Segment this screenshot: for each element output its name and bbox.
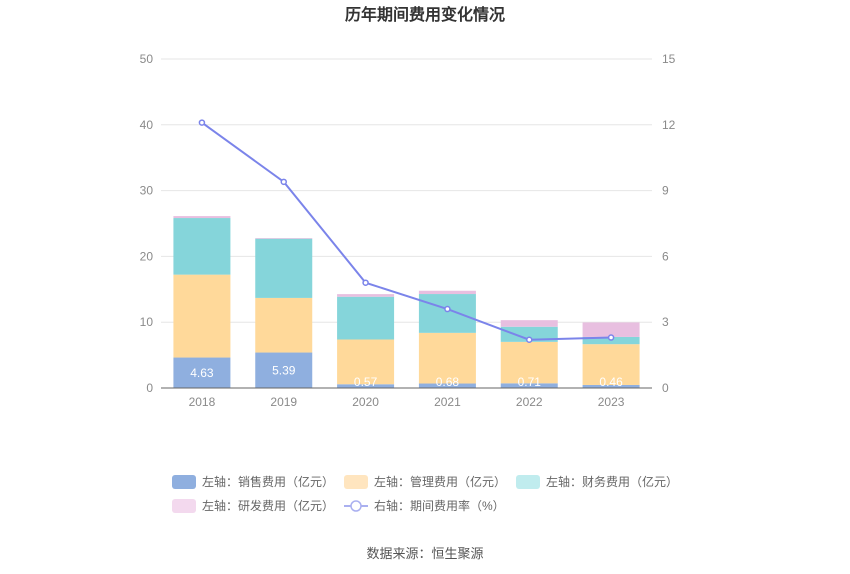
bar-segment [500, 326, 558, 342]
source-note: 数据来源：恒生聚源 [366, 546, 483, 561]
bar-segment [337, 384, 395, 388]
right-axis-tick-label: 0 [662, 381, 669, 395]
legend-swatch [172, 499, 196, 513]
left-axis-tick-label: 0 [146, 381, 153, 395]
bar-segment [582, 384, 640, 388]
expense-ratio-point [444, 305, 451, 313]
expense-ratio-line [201, 121, 612, 341]
left-axis-tick-label: 10 [140, 315, 154, 329]
bar-segment [255, 297, 313, 353]
legend-label: 左轴：销售费用（亿元） [202, 474, 334, 489]
x-axis-tick-label: 2021 [434, 395, 461, 409]
x-axis-tick-label: 2018 [189, 395, 216, 409]
bars [173, 216, 640, 388]
expense-ratio-point [607, 334, 615, 341]
bar-segment [500, 383, 558, 388]
legend-label: 左轴：管理费用（亿元） [374, 474, 506, 489]
legend-marker [350, 500, 362, 512]
legend-item[interactable]: 右轴：期间费用率（%） [344, 498, 505, 513]
expense-ratio-point [526, 336, 533, 343]
gridlines [161, 58, 652, 323]
bar-segment [418, 290, 476, 295]
bar-segment [337, 296, 395, 340]
left-axis-tick-label: 30 [140, 184, 154, 198]
right-axis-tick-label: 9 [662, 184, 669, 198]
bar-segment [255, 238, 313, 298]
x-axis-tick-label: 2020 [352, 395, 379, 409]
bar-segment [418, 332, 476, 384]
x-axis-tick-label: 2023 [598, 395, 625, 409]
x-axis-tick-label: 2019 [270, 395, 297, 409]
bar-segment [255, 238, 313, 239]
sales-data-label: 5.39 [272, 363, 296, 377]
ratio-line-layer [198, 119, 615, 343]
left-axis-tick-label: 50 [140, 52, 154, 66]
bar-segment [173, 216, 231, 219]
legend[interactable]: 左轴：销售费用（亿元） 左轴：管理费用（亿元） 左轴：财务费用（亿元） 左轴：研发费用… [172, 474, 678, 513]
sales-data-label: 0.46 [599, 375, 623, 389]
bar-segment [337, 339, 395, 385]
chart-title: 历年期间费用变化情况 [345, 5, 505, 24]
legend-label: 左轴：财务费用（亿元） [546, 474, 678, 489]
sales-data-label: 0.68 [436, 375, 460, 389]
expense-ratio-point [198, 119, 206, 126]
legend-item[interactable]: 左轴：财务费用（亿元） [516, 474, 678, 489]
sales-data-label: 4.63 [190, 366, 214, 380]
legend-item[interactable]: 左轴：研发费用（亿元） [172, 498, 334, 513]
legend-label: 左轴：研发费用（亿元） [202, 498, 334, 513]
right-axis-tick-label: 6 [662, 249, 669, 263]
right-axis-tick-label: 3 [662, 315, 669, 329]
legend-swatch [172, 475, 196, 489]
bar-segment [173, 274, 231, 358]
legend-item[interactable]: 左轴：管理费用（亿元） [344, 474, 506, 489]
legend-item[interactable]: 左轴：销售费用（亿元） [172, 474, 334, 489]
axes: 0 10 20 30 40 50 0 3 6 9 12 15 2018 2019 2020 2021 2022 2… [140, 52, 676, 409]
bar-segment [173, 357, 231, 388]
legend-label: 右轴：期间费用率（%） [374, 498, 505, 513]
right-axis-tick-label: 15 [662, 52, 676, 66]
legend-swatch [516, 475, 540, 489]
bar-segment [418, 294, 476, 333]
x-axis-tick-label: 2022 [516, 395, 543, 409]
right-axis-tick-label: 12 [662, 118, 676, 132]
left-axis-tick-label: 20 [140, 249, 154, 263]
expense-ratio-point [280, 178, 287, 186]
bar-segment [500, 320, 558, 327]
bar-segment [337, 294, 395, 297]
bar-segment [418, 383, 476, 388]
bar-segment [582, 322, 640, 337]
bar-segment [500, 341, 558, 384]
legend-swatch [344, 475, 368, 489]
data-labels: 4.63 5.39 0.57 0.68 0.71 0.46 [190, 363, 623, 389]
sales-data-label: 0.71 [518, 375, 542, 389]
left-axis-tick-label: 40 [140, 118, 154, 132]
expense-ratio-point [362, 279, 369, 286]
bar-segment [173, 218, 231, 275]
bar-segment [582, 344, 640, 385]
sales-data-label: 0.57 [354, 375, 378, 389]
bar-segment [255, 352, 313, 388]
